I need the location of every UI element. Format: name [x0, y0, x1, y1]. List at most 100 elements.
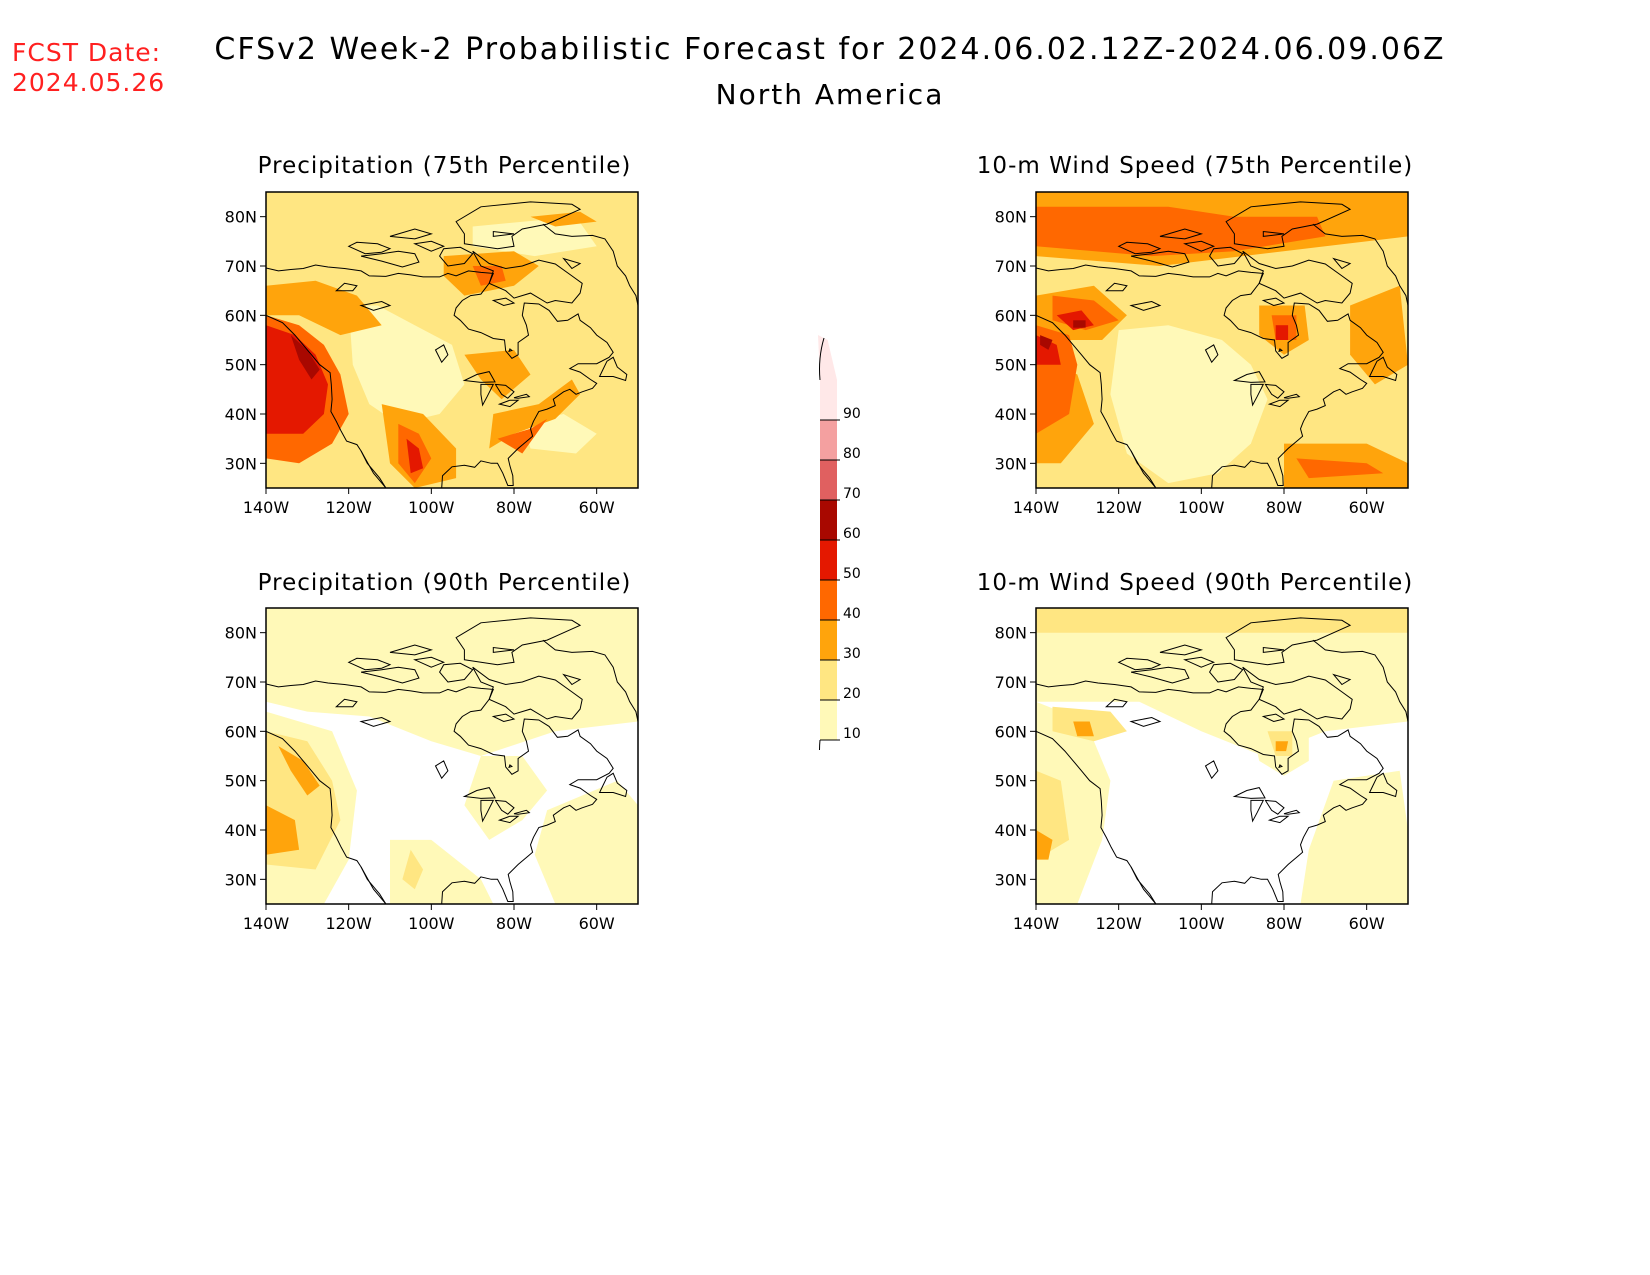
- coastline: [1261, 297, 1286, 307]
- coastline: [492, 646, 515, 653]
- probability-shading-10: [1036, 701, 1111, 904]
- coastline-layer: [1036, 617, 1408, 904]
- coastline: [1267, 399, 1290, 408]
- forecast-date-block: FCST Date: 2024.05.26: [12, 38, 165, 98]
- coastline: [1036, 264, 1384, 488]
- coastline: [462, 787, 496, 799]
- coastline: [360, 450, 387, 488]
- color-bar-label: 80: [843, 446, 861, 462]
- coastline: [1262, 646, 1285, 653]
- probability-shading-10: [1110, 325, 1268, 484]
- coastline: [1264, 383, 1285, 399]
- lat-tick-label: 80N: [225, 208, 257, 227]
- probability-shading-40: [1036, 206, 1326, 257]
- coastline: [1250, 383, 1265, 407]
- coastline: [542, 223, 638, 306]
- shading-layer: [266, 608, 638, 904]
- coastline: [508, 764, 513, 769]
- coastline: [1129, 716, 1162, 727]
- coastline: [347, 657, 392, 671]
- coastline: [1130, 250, 1190, 268]
- probability-shading-40: [1296, 458, 1384, 479]
- coastline: [1278, 764, 1283, 769]
- color-bar-swatch-90: [820, 380, 837, 420]
- coastline: [1250, 799, 1265, 823]
- probability-shading-10: [348, 305, 465, 424]
- map-frame: [265, 191, 639, 489]
- color-bar-label: 20: [843, 686, 861, 702]
- lat-tick-label: 30N: [225, 454, 257, 473]
- lat-tick-label: 50N: [225, 356, 257, 375]
- forecast-date-label: FCST Date:: [12, 38, 162, 67]
- coastline: [359, 716, 392, 727]
- lon-tick-label: 80W: [1266, 498, 1302, 517]
- probability-shading-20: [402, 849, 424, 890]
- coastline: [497, 399, 520, 408]
- map-frame: [265, 607, 639, 905]
- lat-tick-label: 60N: [225, 306, 257, 325]
- coastline: [360, 866, 387, 904]
- lat-tick-label: 40N: [995, 405, 1027, 424]
- coastline: [1312, 639, 1408, 722]
- coastline: [1208, 662, 1244, 683]
- coastline: [491, 297, 516, 307]
- coastline: [1036, 314, 1157, 488]
- lon-tick-label: 100W: [1178, 914, 1225, 933]
- probability-shading-10: [1300, 770, 1408, 904]
- coastline: [1368, 356, 1398, 382]
- map-panel-precip-75: 30N 40N 50N 60N 70N 80N 140W 120W 100W 80W 60W: [225, 191, 639, 517]
- coastline: [413, 240, 446, 252]
- lon-tick-label: 100W: [408, 498, 455, 517]
- coastline: [1117, 241, 1162, 255]
- probability-shading-30: [464, 349, 531, 400]
- lat-tick-label: 50N: [995, 356, 1027, 375]
- shading-layer: [1036, 608, 1408, 904]
- coastline: [1332, 257, 1352, 270]
- lat-tick-label: 30N: [995, 870, 1027, 889]
- coastline: [434, 760, 449, 780]
- color-bar-top-outline: [819, 337, 825, 381]
- map-frame: [1035, 607, 1409, 905]
- coastline: [1130, 666, 1190, 684]
- coastline: [513, 393, 531, 399]
- coastline: [491, 713, 516, 723]
- color-bar-label: 10: [843, 726, 861, 742]
- probability-shading-30: [266, 280, 382, 336]
- coastline: [480, 383, 495, 407]
- lat-tick-label: 50N: [995, 772, 1027, 791]
- lat-tick-label: 80N: [225, 624, 257, 643]
- lon-tick-label: 60W: [579, 914, 615, 933]
- coastline: [266, 314, 387, 488]
- coastline: [413, 656, 446, 668]
- lon-tick-label: 60W: [1349, 498, 1385, 517]
- lon-tick-label: 80W: [1266, 914, 1302, 933]
- lon-tick-label: 120W: [325, 914, 372, 933]
- coastline-layer: [266, 617, 638, 904]
- coastline: [1183, 240, 1216, 252]
- color-bar-swatch-80: [820, 420, 837, 460]
- lon-tick-label: 100W: [408, 914, 455, 933]
- probability-shading-30: [278, 746, 320, 796]
- color-bar-swatch-50: [820, 540, 837, 580]
- lat-tick-label: 70N: [995, 257, 1027, 276]
- coastline: [472, 250, 583, 304]
- lat-tick-label: 60N: [225, 722, 257, 741]
- coastline: [434, 344, 449, 364]
- coastline: [1232, 787, 1266, 799]
- probability-shading-10: [390, 839, 494, 904]
- coastline: [1183, 656, 1216, 668]
- coastline: [359, 300, 392, 311]
- probability-shading-30: [1036, 830, 1053, 860]
- lon-tick-label: 80W: [496, 914, 532, 933]
- color-bar-legend: 10 20 30 40 50 60 70 80 90: [818, 335, 861, 750]
- page-subtitle: North America: [715, 78, 945, 111]
- coastline: [1283, 809, 1301, 815]
- coastline: [389, 228, 434, 240]
- probability-shading-50: [1275, 325, 1289, 340]
- coastline: [1159, 644, 1204, 656]
- color-bar-label: 90: [843, 406, 861, 422]
- coastline: [1332, 673, 1352, 686]
- panel-title-wind-75: 10-m Wind Speed (75th Percentile): [976, 153, 1414, 179]
- coastline: [1368, 772, 1398, 798]
- color-bar-label: 40: [843, 606, 861, 622]
